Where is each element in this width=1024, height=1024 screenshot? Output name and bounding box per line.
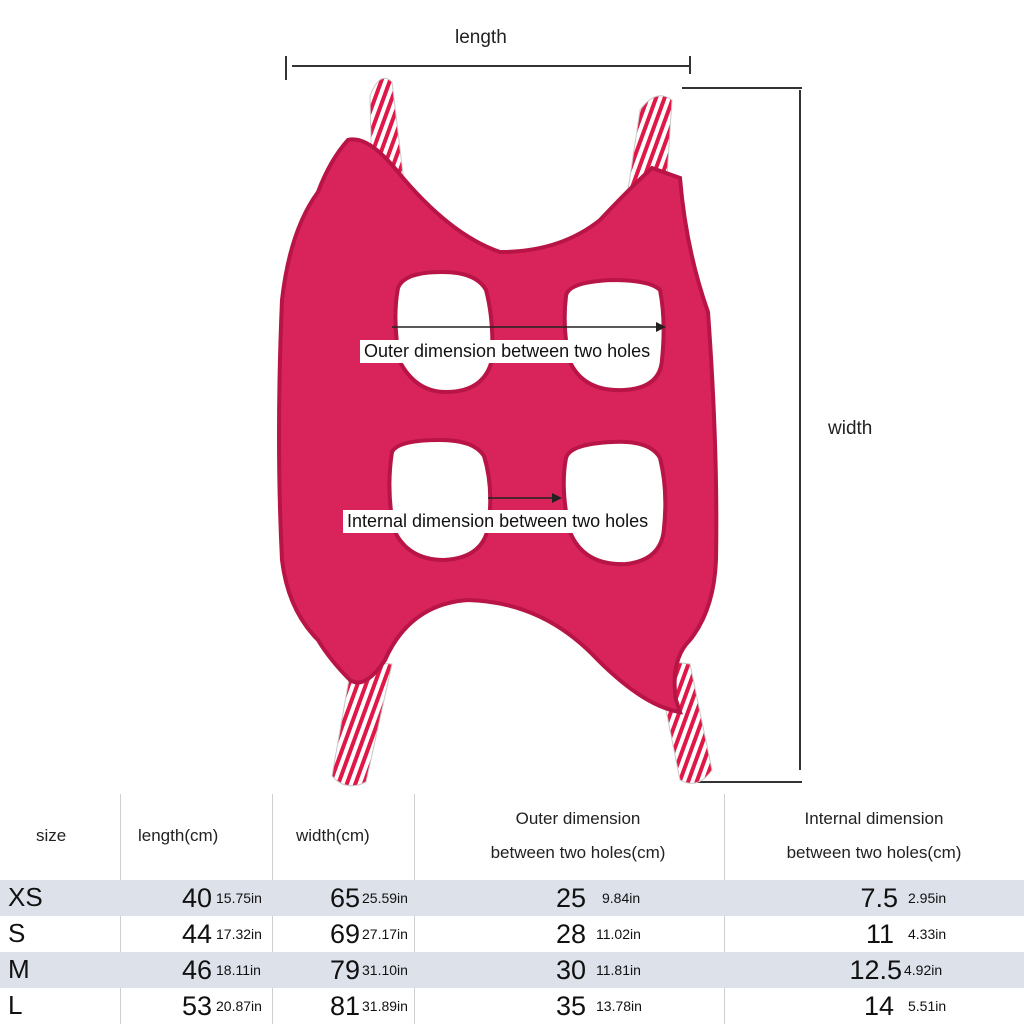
width-cm-cell: 69 — [329, 919, 360, 949]
length-in-cell: 18.11in — [216, 962, 261, 978]
internal-in-cell: 4.33in — [908, 926, 947, 942]
length-dimension-line — [285, 56, 691, 80]
width-in-cell: 25.59in — [362, 890, 408, 906]
outer-cm-cell: 35 — [555, 991, 586, 1021]
width-in-cell: 31.89in — [362, 998, 408, 1014]
outer-cm-cell: 25 — [555, 883, 586, 913]
internal-cm-cell: 14 — [863, 991, 894, 1021]
internal-dimension-label: Internal dimension between two holes — [343, 510, 653, 533]
size-cell: S — [8, 918, 26, 948]
size-cell: M — [8, 954, 30, 984]
width-cm-cell: 79 — [329, 955, 360, 985]
table-row: M 46 18.11in 79 31.10in 30 11.81in 12.5 … — [0, 952, 1024, 988]
size-table: size length(cm) width(cm) Outer dimensio… — [0, 794, 1024, 1024]
width-cm-cell: 65 — [329, 883, 360, 913]
table-row: S 44 17.32in 69 27.17in 28 11.02in 11 4.… — [0, 916, 1024, 952]
length-in-cell: 15.75in — [216, 890, 262, 906]
outer-cm-cell: 30 — [555, 955, 586, 985]
internal-in-cell: 2.95in — [908, 890, 947, 906]
header-size: size — [36, 826, 67, 845]
length-cm-cell: 53 — [181, 991, 212, 1021]
internal-in-cell: 5.51in — [908, 998, 947, 1014]
header-width: width(cm) — [296, 826, 370, 845]
table-row: XS 40 15.75in 65 25.59in 25 9.84in 7.5 2… — [0, 880, 1024, 916]
size-cell: L — [8, 990, 23, 1020]
size-cell: XS — [8, 882, 43, 912]
table-row: L 53 20.87in 81 31.89in 35 13.78in 14 5.… — [0, 988, 1024, 1024]
width-label: width — [828, 418, 873, 439]
sling-body — [277, 137, 719, 715]
strap-top-right — [627, 95, 673, 193]
header-outer-dimension: Outer dimension between two holes(cm) — [490, 809, 666, 862]
internal-cm-cell: 12.5 — [849, 955, 902, 985]
length-in-cell: 17.32in — [216, 926, 262, 942]
header-length: length(cm) — [138, 826, 219, 845]
width-in-cell: 27.17in — [362, 926, 408, 942]
header-internal-dimension: Internal dimension between two holes(cm) — [786, 809, 962, 862]
internal-dimension-arrow — [488, 493, 562, 503]
outer-in-cell: 13.78in — [596, 998, 642, 1014]
length-label: length — [455, 27, 507, 48]
outer-in-cell: 11.81in — [596, 962, 641, 978]
internal-in-cell: 4.92in — [904, 962, 943, 978]
outer-dimension-arrow — [392, 322, 666, 332]
length-cm-cell: 44 — [181, 919, 212, 949]
outer-in-cell: 11.02in — [596, 926, 641, 942]
length-cm-cell: 40 — [181, 883, 212, 913]
product-diagram: length width Outer dimension between two… — [277, 27, 873, 787]
length-in-cell: 20.87in — [216, 998, 262, 1014]
internal-cm-cell: 11 — [865, 919, 894, 949]
width-in-cell: 31.10in — [362, 962, 408, 978]
outer-cm-cell: 28 — [555, 919, 586, 949]
width-dimension-line — [682, 87, 802, 783]
internal-cm-cell: 7.5 — [860, 883, 898, 913]
length-cm-cell: 46 — [181, 955, 212, 985]
strap-bottom-left — [331, 661, 393, 787]
sling-illustration — [277, 56, 802, 787]
outer-dimension-label: Outer dimension between two holes — [360, 340, 655, 363]
width-cm-cell: 81 — [329, 991, 360, 1021]
outer-in-cell: 9.84in — [602, 890, 641, 906]
